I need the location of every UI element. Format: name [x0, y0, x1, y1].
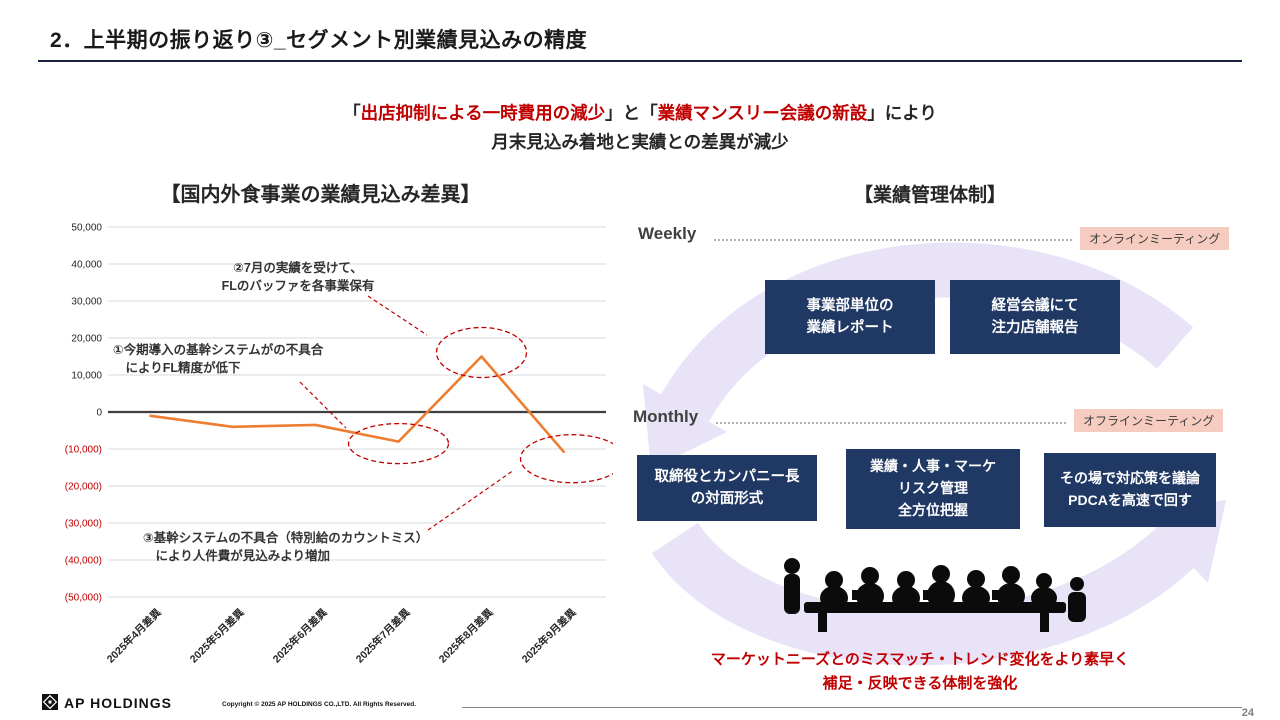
headline-bracket: 「 — [343, 103, 361, 123]
headline: 「出店抑制による一時費用の減少」と「業績マンスリー会議の新設」により 月末見込み… — [0, 99, 1280, 157]
svg-text:(10,000): (10,000) — [65, 445, 102, 456]
svg-text:(20,000): (20,000) — [65, 482, 102, 493]
forecast-variance-chart: 【国内外食事業の業績見込み差異】 50,000 40,000 30,000 20,00… — [28, 178, 613, 690]
ap-holdings-logo-icon — [42, 694, 58, 710]
svg-text:40,000: 40,000 — [71, 260, 102, 271]
bottom-note-line2: 補足・反映できる体制を強化 — [822, 675, 1018, 692]
svg-text:50,000: 50,000 — [71, 223, 102, 234]
svg-text:2025年5月差異: 2025年5月差異 — [187, 606, 247, 666]
headline-tail: 」により — [867, 103, 937, 123]
copyright-text: Copyright © 2025 AP HOLDINGS CO.,LTD. Al… — [222, 701, 417, 708]
weekly-box-business-report: 事業部単位の 業績レポート — [765, 280, 935, 354]
chart-annotation-3: ③基幹システムの不具合（特別給のカウントミス） により人件費が見込みより増加 — [143, 531, 429, 563]
svg-text:2025年4月差異: 2025年4月差異 — [104, 606, 164, 666]
chart-title: 【国内外食事業の業績見込み差異】 — [160, 184, 481, 206]
svg-text:(40,000): (40,000) — [65, 556, 102, 567]
monthly-box-pdca: その場で対応策を議論 PDCAを高速で回す — [1044, 453, 1216, 527]
svg-text:20,000: 20,000 — [71, 334, 102, 345]
svg-text:2025年8月差異: 2025年8月差異 — [436, 606, 496, 666]
svg-text:(30,000): (30,000) — [65, 519, 102, 530]
footer-rule — [462, 707, 1242, 708]
svg-text:0: 0 — [96, 408, 102, 419]
offline-meeting-tag: オフラインミーティング — [1074, 409, 1224, 432]
meeting-silhouette-image — [784, 558, 1086, 632]
weekly-dotted-line — [714, 239, 1072, 241]
chart-annotation-2: ②7月の実績を受けて、 FLのバッファを各事業保有 — [221, 261, 375, 293]
monthly-box-face-to-face: 取締役とカンパニー長 の対面形式 — [637, 455, 817, 521]
monthly-box-all-round: 業績・人事・マーケ リスク管理 全方位把握 — [846, 449, 1020, 529]
headline-red2: 業績マンスリー会議の新設 — [657, 103, 868, 123]
line-chart: 50,000 40,000 30,000 20,000 10,000 0 (10,000) (… — [65, 223, 613, 666]
svg-text:2025年6月差異: 2025年6月差異 — [270, 606, 330, 666]
headline-mid: 」と「 — [605, 103, 658, 123]
page-number: 24 — [1241, 707, 1254, 719]
svg-text:2025年9月差異: 2025年9月差異 — [519, 606, 579, 666]
svg-text:(50,000): (50,000) — [65, 593, 102, 604]
weekly-label: Weekly — [638, 224, 697, 243]
headline-line1: 「出店抑制による一時費用の減少」と「業績マンスリー会議の新設」により — [0, 99, 1280, 128]
headline-line2: 月末見込み着地と実績との差異が減少 — [491, 131, 789, 152]
monthly-dotted-line — [716, 422, 1066, 424]
bottom-note-line1: マーケットニーズとのミスマッチ・トレンド変化をより素早く — [710, 651, 1130, 668]
weekly-box-exec-meeting: 経営会議にて 注力店舗報告 — [950, 280, 1120, 354]
svg-text:2025年7月差異: 2025年7月差異 — [353, 606, 413, 666]
online-meeting-tag: オンラインミーティング — [1080, 227, 1230, 250]
bottom-note: マーケットニーズとのミスマッチ・トレンド変化をより素早く 補足・反映できる体制を… — [622, 648, 1218, 696]
headline-red1: 出店抑制による一時費用の減少 — [360, 103, 606, 123]
brand-name: AP HOLDINGS — [64, 695, 172, 711]
title-underline — [38, 60, 1242, 62]
svg-text:30,000: 30,000 — [71, 297, 102, 308]
svg-text:10,000: 10,000 — [71, 371, 102, 382]
monthly-label: Monthly — [633, 407, 699, 426]
page-title: 2．上半期の振り返り③_セグメント別業績見込みの精度 — [50, 29, 588, 52]
management-title: 【業績管理体制】 — [853, 185, 1006, 206]
chart-annotation-1: ①今期導入の基幹システムがの不具合 によりFL精度が低下 — [113, 343, 324, 375]
